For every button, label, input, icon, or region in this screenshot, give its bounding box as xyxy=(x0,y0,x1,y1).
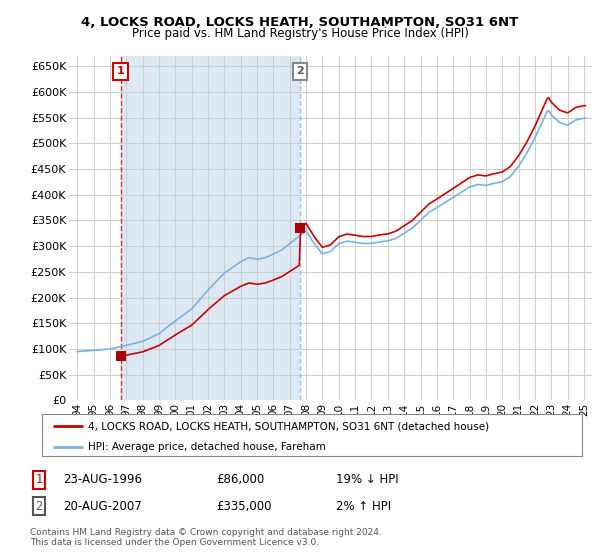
Text: 2% ↑ HPI: 2% ↑ HPI xyxy=(336,500,391,512)
Text: 1: 1 xyxy=(116,67,124,77)
Text: 20-AUG-2007: 20-AUG-2007 xyxy=(63,500,142,512)
Text: 2: 2 xyxy=(296,67,304,77)
Text: 1: 1 xyxy=(35,473,43,486)
Text: HPI: Average price, detached house, Fareham: HPI: Average price, detached house, Fare… xyxy=(88,442,326,452)
Bar xyxy=(121,56,300,400)
Bar xyxy=(300,56,592,400)
Text: Price paid vs. HM Land Registry's House Price Index (HPI): Price paid vs. HM Land Registry's House … xyxy=(131,27,469,40)
Text: Contains HM Land Registry data © Crown copyright and database right 2024.
This d: Contains HM Land Registry data © Crown c… xyxy=(30,528,382,547)
Text: 4, LOCKS ROAD, LOCKS HEATH, SOUTHAMPTON, SO31 6NT: 4, LOCKS ROAD, LOCKS HEATH, SOUTHAMPTON,… xyxy=(82,16,518,29)
Text: £335,000: £335,000 xyxy=(216,500,271,512)
Text: 23-AUG-1996: 23-AUG-1996 xyxy=(63,473,142,486)
Text: 2: 2 xyxy=(35,500,43,512)
Text: 19% ↓ HPI: 19% ↓ HPI xyxy=(336,473,398,486)
Bar xyxy=(69,56,121,400)
Text: £86,000: £86,000 xyxy=(216,473,264,486)
Text: 4, LOCKS ROAD, LOCKS HEATH, SOUTHAMPTON, SO31 6NT (detached house): 4, LOCKS ROAD, LOCKS HEATH, SOUTHAMPTON,… xyxy=(88,421,489,431)
